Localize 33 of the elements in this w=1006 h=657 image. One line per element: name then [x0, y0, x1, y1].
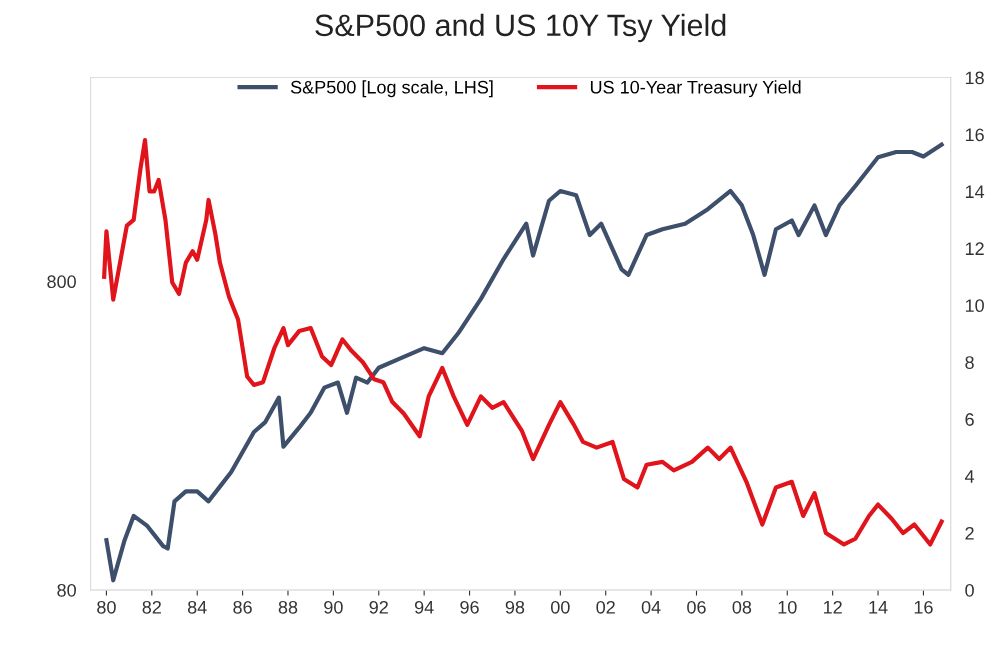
y2-tick-label: 18 [965, 71, 984, 85]
x-tick-label: 04 [641, 600, 661, 614]
x-tick-label: 86 [233, 600, 252, 614]
y2-tick-label: 6 [965, 413, 974, 426]
x-tick-label: 12 [823, 600, 842, 614]
y2-tick-label: 14 [965, 185, 985, 198]
x-tick-label: 94 [414, 600, 434, 614]
y2-tick-label: 10 [965, 299, 984, 313]
x-tick-label: 00 [550, 600, 570, 614]
x-tick-label: 88 [278, 600, 298, 614]
y2-tick-label: 16 [965, 128, 984, 142]
x-tick-label: 14 [869, 601, 888, 614]
y2-tick-label: 12 [965, 242, 984, 255]
x-tick-label: 80 [97, 600, 116, 614]
legend-label: US 10-Year Treasury Yield [590, 80, 801, 98]
x-tick-label: 10 [778, 600, 797, 614]
x-tick-label: 08 [732, 600, 752, 614]
x-tick-label: 84 [187, 600, 207, 614]
x-tick-label: 16 [914, 600, 933, 614]
y2-tick-label: 8 [965, 356, 974, 369]
y-tick-label: 800 [47, 275, 76, 289]
x-tick-label: 92 [369, 600, 388, 614]
x-tick-label: 82 [142, 600, 161, 614]
x-tick-label: 02 [596, 600, 615, 614]
y2-tick-label: 0 [965, 583, 974, 597]
y2-tick-label: 4 [964, 470, 975, 483]
x-tick-label: 96 [460, 600, 479, 614]
x-tick-label: 90 [324, 600, 343, 614]
y2-tick-label: 2 [965, 526, 974, 540]
x-tick-label: 06 [687, 600, 706, 614]
legend-label: S&P500 [Log scale, LHS] [290, 80, 493, 98]
x-tick-label: 98 [505, 600, 525, 614]
chart-title: S&P500 and US 10Y Tsy Yield [315, 13, 726, 43]
